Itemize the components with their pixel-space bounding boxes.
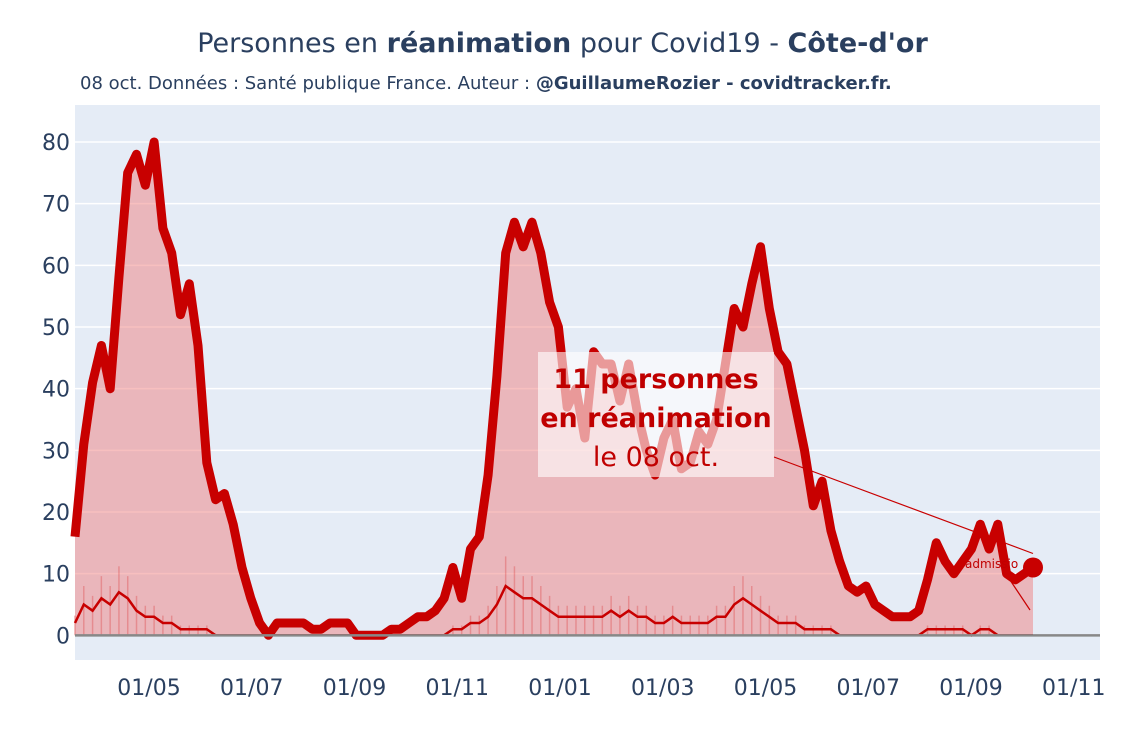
subtitle-text: 08 oct. Données : Santé publique France.… — [80, 73, 536, 94]
y-axis-ticks: 0 10 20 30 40 50 60 70 80 — [42, 131, 70, 649]
admissions-label: admissio — [965, 557, 1018, 571]
title-region: Côte-d'or — [787, 28, 928, 59]
annotation-line-3: le 08 oct. — [593, 442, 719, 473]
x-tick-label: 01/09 — [323, 676, 386, 701]
x-tick-label: 01/07 — [220, 676, 283, 701]
annotation-box — [538, 352, 774, 477]
y-tick-label: 0 — [56, 624, 70, 649]
y-tick-label: 20 — [42, 501, 70, 526]
y-tick-label: 80 — [42, 131, 70, 156]
y-tick-label: 30 — [42, 439, 70, 464]
annotation-line-2: en réanimation — [540, 403, 772, 434]
x-tick-label: 01/11 — [426, 676, 489, 701]
x-tick-label: 01/01 — [528, 676, 591, 701]
annotation-pointer-2 — [1009, 579, 1031, 611]
y-tick-label: 70 — [42, 193, 70, 218]
last-value-marker — [1023, 557, 1043, 578]
annotation-line-1: 11 personnes — [553, 364, 758, 395]
y-tick-label: 40 — [42, 378, 70, 403]
y-tick-label: 50 — [42, 316, 70, 341]
title-prefix: Personnes en — [197, 28, 387, 59]
subtitle-bold: @GuillaumeRozier - covidtracker.fr. — [535, 73, 892, 94]
x-tick-label: 01/05 — [734, 676, 797, 701]
annotation-pointer — [773, 456, 1034, 555]
x-tick-label: 01/07 — [837, 676, 900, 701]
x-tick-label: 01/03 — [631, 676, 694, 701]
main-series-line — [70, 137, 1036, 640]
y-tick-label: 10 — [42, 563, 70, 588]
title-bold: réanimation — [386, 28, 572, 59]
x-axis-ticks: 01/05 01/07 01/09 01/11 01/01 01/03 01/05 01/07… — [117, 676, 1105, 701]
chart-title: Personnes en réanimation pour Covid19 - … — [0, 28, 1125, 59]
title-mid: pour Covid19 - — [571, 28, 788, 59]
x-tick-label: 01/11 — [1042, 676, 1105, 701]
x-tick-label: 01/05 — [117, 676, 180, 701]
y-tick-label: 60 — [42, 254, 70, 279]
x-tick-label: 01/09 — [939, 676, 1002, 701]
chart-subtitle: 08 oct. Données : Santé publique France.… — [80, 73, 892, 94]
